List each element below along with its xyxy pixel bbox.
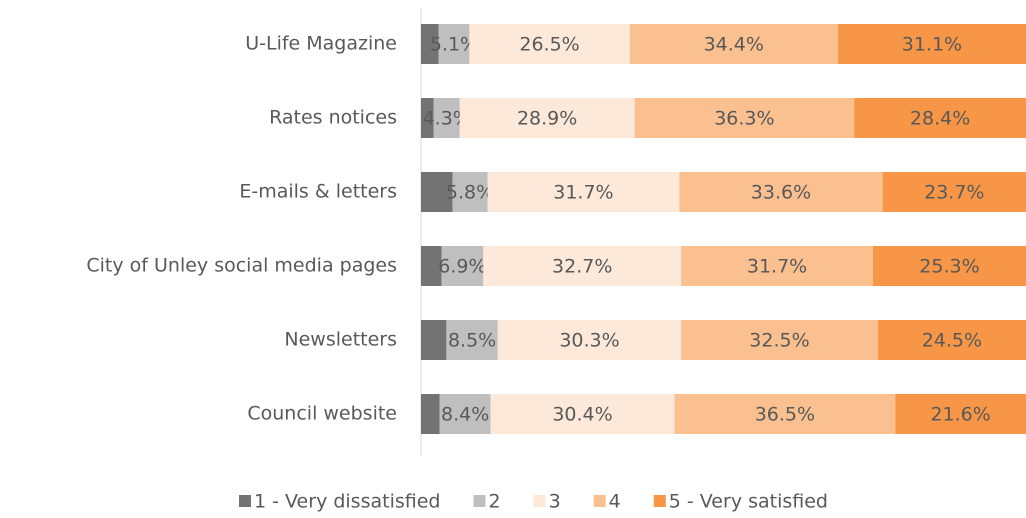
category-label: E-mails & letters <box>239 181 397 203</box>
bar-segment <box>469 24 630 64</box>
value-label: 8.4% <box>441 404 489 426</box>
bar-segment <box>421 246 442 286</box>
category-label: U-Life Magazine <box>245 33 397 55</box>
value-label: 21.6% <box>930 404 990 426</box>
category-label: Rates notices <box>269 107 397 129</box>
legend-label: 4 <box>609 491 621 513</box>
value-label: 23.7% <box>924 182 984 204</box>
value-label: 5.1% <box>430 34 478 56</box>
value-label: 31.1% <box>902 34 962 56</box>
legend-label: 3 <box>549 491 561 513</box>
value-label: 24.5% <box>922 330 982 352</box>
value-label: 8.5% <box>448 330 496 352</box>
category-label: Newsletters <box>284 329 397 351</box>
bar-segment <box>421 320 447 360</box>
bar-segment <box>634 98 855 138</box>
value-label: 31.7% <box>747 256 807 278</box>
bar-segment <box>441 246 484 286</box>
bar-segment <box>854 98 1026 138</box>
value-label: 5.8% <box>446 182 494 204</box>
category-label: City of Unley social media pages <box>86 255 397 277</box>
value-label: 25.3% <box>919 256 979 278</box>
bar-segment <box>452 172 488 212</box>
bar-segment <box>421 98 434 138</box>
bar-segment <box>837 24 1026 64</box>
value-label: 26.5% <box>519 34 579 56</box>
bar-segment <box>877 320 1026 360</box>
legend-label: 2 <box>488 491 500 513</box>
value-label: 32.5% <box>749 330 809 352</box>
bar-segment <box>681 246 873 286</box>
value-label: 33.6% <box>751 182 811 204</box>
bar-segment <box>674 394 896 434</box>
bar-segment <box>679 172 883 212</box>
value-label: 36.5% <box>755 404 815 426</box>
legend-swatch <box>239 495 252 507</box>
value-label: 31.7% <box>553 182 613 204</box>
legend-swatch <box>593 495 606 507</box>
bar-segment <box>497 320 682 360</box>
legend-swatch <box>533 495 546 507</box>
bar-segment <box>438 24 470 64</box>
bar-segment <box>490 394 675 434</box>
value-label: 32.7% <box>552 256 612 278</box>
bar-segment <box>459 98 635 138</box>
value-label: 30.4% <box>552 404 612 426</box>
category-label: Council website <box>247 403 397 425</box>
value-label: 4.3% <box>423 108 471 130</box>
value-label: 34.4% <box>704 34 764 56</box>
bar-segment <box>895 394 1026 434</box>
value-label: 30.3% <box>559 330 619 352</box>
bar-segment <box>681 320 878 360</box>
bar-segment <box>882 172 1026 212</box>
value-label: 28.4% <box>910 108 970 130</box>
bar-segment <box>483 246 682 286</box>
legend-label: 1 - Very dissatisfied <box>254 491 440 513</box>
bar-segment <box>446 320 498 360</box>
bar-segment <box>433 98 460 138</box>
value-label: 6.9% <box>438 256 486 278</box>
bar-segment <box>421 394 440 434</box>
bar-segment <box>421 24 439 64</box>
bar-segment <box>487 172 680 212</box>
bar-segment <box>439 394 491 434</box>
legend-swatch <box>473 495 486 507</box>
value-label: 28.9% <box>517 108 577 130</box>
bar-segment <box>421 172 453 212</box>
bar-segment <box>629 24 838 64</box>
bar-segment <box>872 246 1026 286</box>
value-label: 36.3% <box>714 108 774 130</box>
legend-swatch <box>653 495 666 507</box>
legend-label: 5 - Very satisfied <box>669 491 828 513</box>
